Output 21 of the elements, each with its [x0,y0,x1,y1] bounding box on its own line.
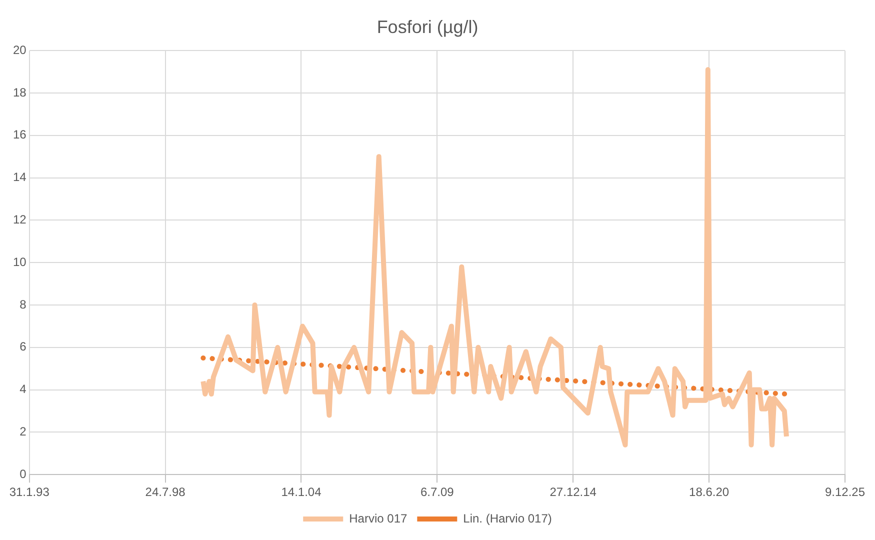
y-tick-label: 20 [12,42,27,57]
y-tick-label: 0 [20,466,27,481]
y-tick-label: 10 [12,254,27,269]
y-tick-label: 4 [20,382,27,396]
x-tick-label: 18.6.20 [689,485,730,500]
y-tick-label: 2 [20,424,27,439]
legend-label: Lin. (Harvio 017) [463,511,552,526]
x-tick-label: 14.1.04 [281,485,322,500]
y-tick-label: 8 [20,297,27,312]
chart-title: Fosfori (µg/l) [376,16,478,37]
y-tick-label: 16 [12,128,27,142]
x-tick-label: 9.12.25 [824,485,866,500]
x-tick-label: 31.1.93 [9,485,50,500]
y-tick-label: 6 [20,340,27,354]
y-tick-label: 18 [12,85,27,100]
y-tick-label: 12 [12,212,27,227]
legend-label: Harvio 017 [349,511,408,526]
x-tick-label: 27.12.14 [550,485,597,500]
x-tick-label: 6.7.09 [420,485,454,500]
x-tick-label: 24.7.98 [145,485,186,500]
y-tick-label: 14 [12,170,27,184]
